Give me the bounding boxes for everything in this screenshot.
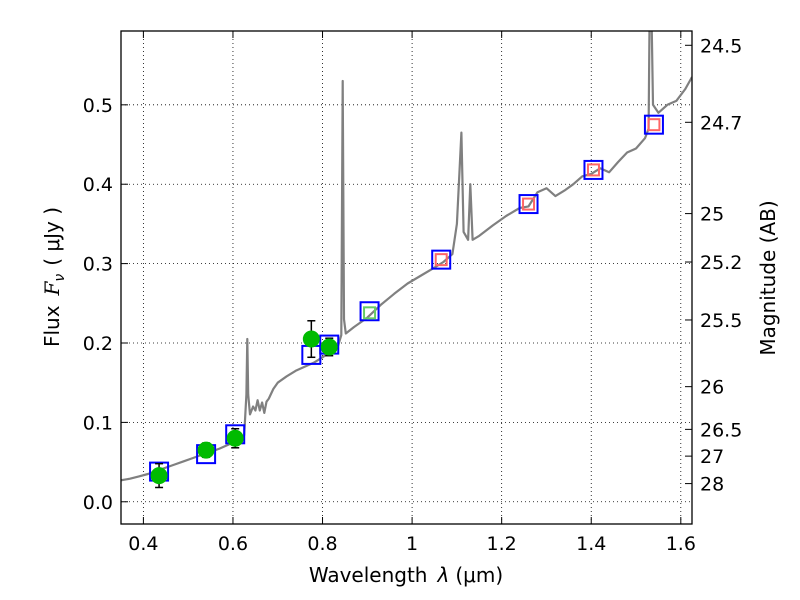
y-axis-label: Flux Fν ( μJy ) [40,207,68,347]
ir-box [522,197,536,211]
x-tick-label: 1 [406,533,418,555]
y-axis-label-subscript: ν [52,274,68,282]
model-box [431,249,452,270]
x-axis-label: Wavelength λ (μm) [309,563,503,587]
y-axis-label-symbol: F [40,280,64,296]
ir-box [647,118,661,132]
y2-tick-label: 25.5 [700,310,742,332]
x-tick-label: 0.4 [128,533,158,555]
y2-tick-label: 28 [700,474,724,496]
y2-tick-label: 26 [700,377,724,399]
spectrum-line [121,31,692,482]
y2-tick-label: 27 [700,446,724,468]
y-tick-label: 0.4 [83,174,113,196]
model-box [518,194,539,215]
ir-box [586,163,600,177]
x-tick-label: 0.8 [307,533,337,555]
y-tick-label: 0.0 [83,492,113,514]
observed-point [320,338,338,356]
photometry-boxes [149,114,664,482]
y2-tick-label: 26.5 [700,419,742,441]
spectrum-series [121,31,692,482]
plot-frame [120,30,693,525]
observed-point [226,429,244,447]
model-box [359,301,380,322]
observed-point [150,467,168,485]
y-tick-label: 0.5 [83,95,113,117]
x-tick-label: 1.2 [487,533,517,555]
x-axis-label-symbol: λ [437,563,450,587]
y-axis-label-unit: ( μJy ) [40,207,64,266]
observed-point [302,330,320,348]
x-tick-label: 1.6 [666,533,696,555]
x-axis-label-text: Wavelength [309,563,428,587]
x-tick-label: 1.4 [576,533,606,555]
ir-box [434,253,448,267]
x-tick-label: 0.6 [218,533,248,555]
axis-ticks: 0.4 0.6 0.8 1 1.2 1.4 1.6 0.0 0.1 0.2 0.3 0.4 0.5 24.… [83,31,742,555]
observed-point [197,441,215,459]
model-box [583,159,604,180]
z-band-box [363,306,377,320]
y-axis-label-text: Flux [40,305,64,347]
y-tick-label: 0.3 [83,254,113,276]
x-axis-label-unit: (μm) [455,563,503,587]
y2-axis-label: Magnitude (AB) [756,200,780,355]
observed-points [150,320,338,489]
y2-tick-label: 25 [700,204,724,226]
y-tick-label: 0.1 [83,412,113,434]
model-box [643,114,664,135]
y-tick-label: 0.2 [83,333,113,355]
y2-tick-label: 24.7 [700,112,742,134]
y2-tick-label: 25.2 [700,252,742,274]
y2-tick-label: 24.5 [700,35,742,57]
